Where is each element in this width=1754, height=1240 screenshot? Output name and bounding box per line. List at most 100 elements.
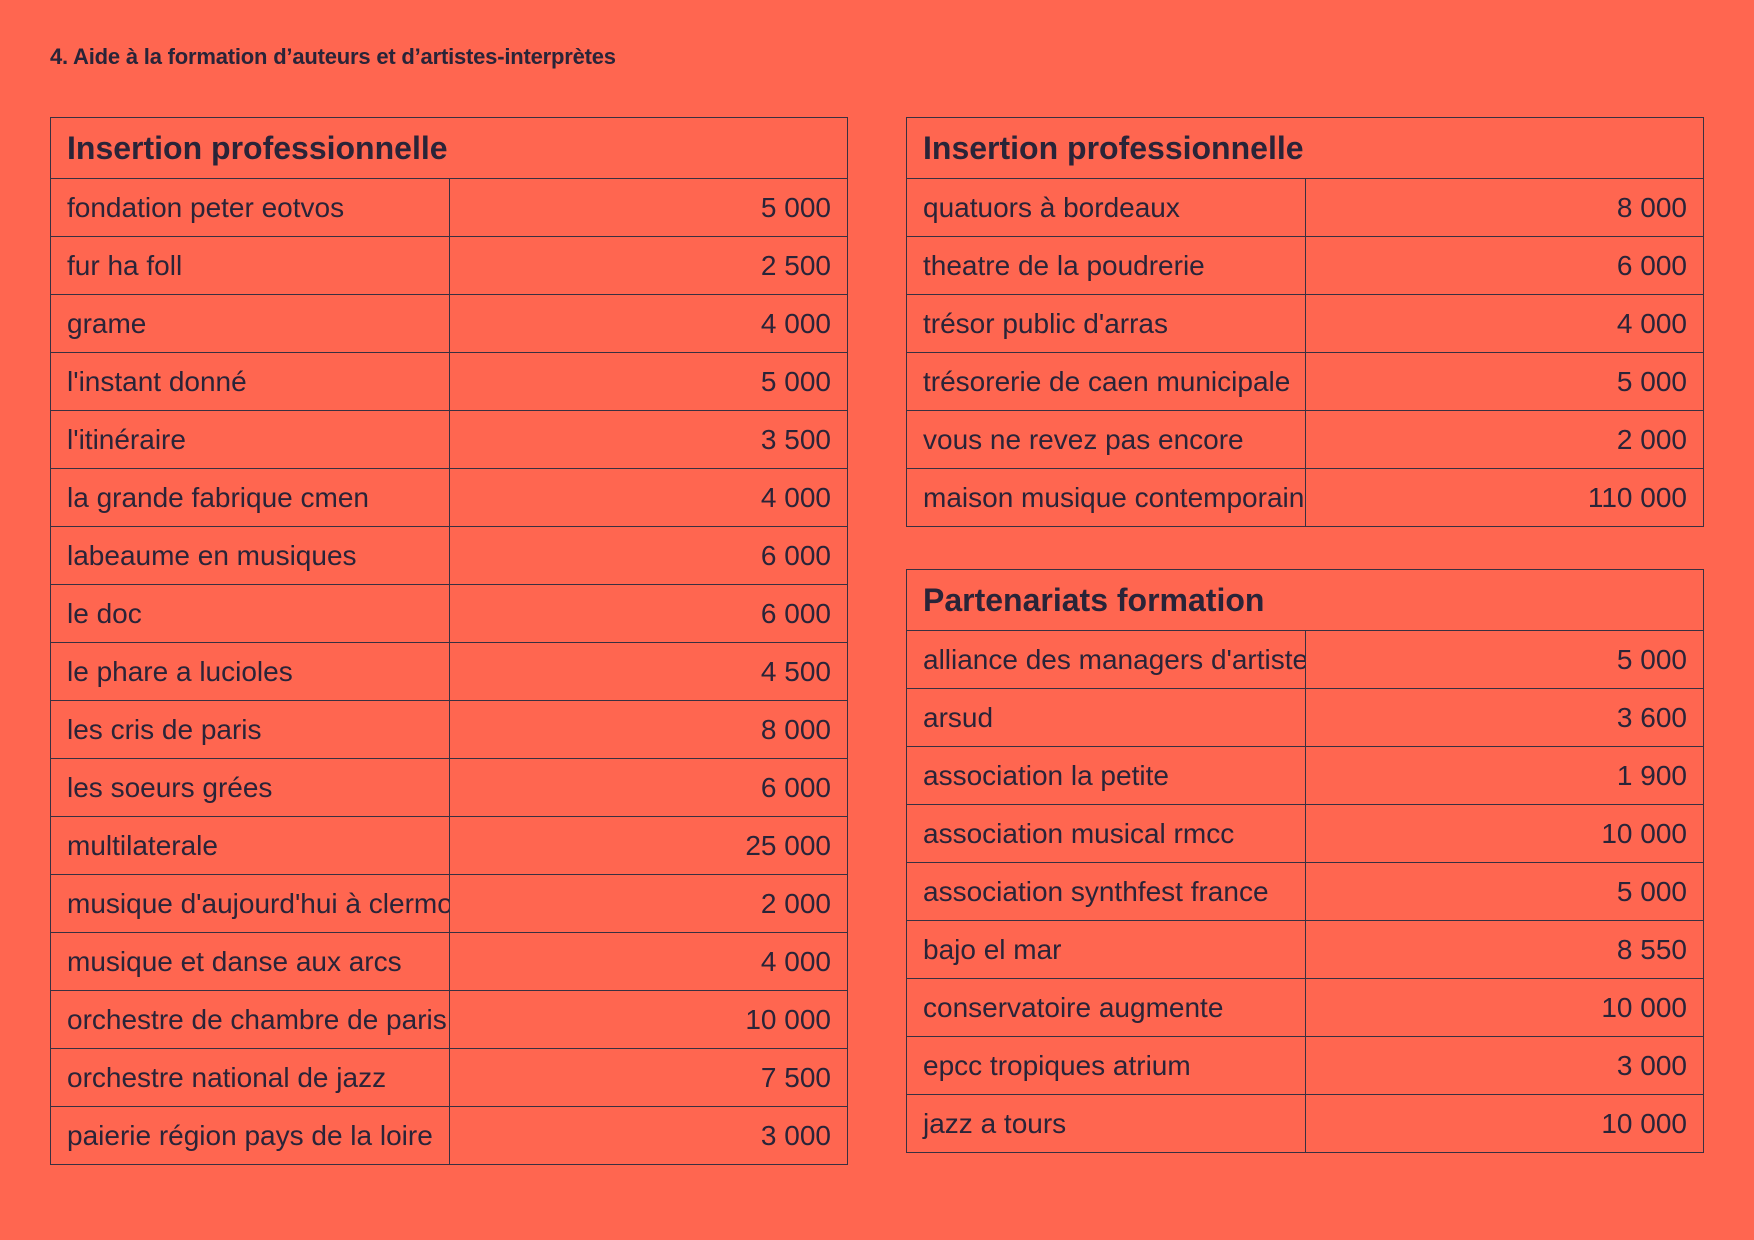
recipient-name: la grande fabrique cmen bbox=[50, 468, 450, 527]
table-row: fur ha foll 2 500 bbox=[50, 236, 848, 295]
recipient-name: maison musique contemporaine bbox=[906, 468, 1306, 527]
recipient-name: vous ne revez pas encore bbox=[906, 410, 1306, 469]
table-row: arsud 3 600 bbox=[906, 688, 1704, 747]
table-row: association musical rmcc 10 000 bbox=[906, 804, 1704, 863]
recipient-name: l'instant donné bbox=[50, 352, 450, 411]
table-row: maison musique contemporaine 110 000 bbox=[906, 468, 1704, 527]
page-title: 4. Aide à la formation d’auteurs et d’ar… bbox=[50, 44, 616, 69]
recipient-name: musique et danse aux arcs bbox=[50, 932, 450, 991]
table-row: l'itinéraire 3 500 bbox=[50, 410, 848, 469]
table-row: musique et danse aux arcs 4 000 bbox=[50, 932, 848, 991]
recipient-name: association synthfest france bbox=[906, 862, 1306, 921]
table-row: orchestre national de jazz 7 500 bbox=[50, 1048, 848, 1107]
recipient-name: orchestre national de jazz bbox=[50, 1048, 450, 1107]
table-row: le doc 6 000 bbox=[50, 584, 848, 643]
amount-value: 5 000 bbox=[1304, 630, 1704, 689]
recipient-name: fondation peter eotvos bbox=[50, 178, 450, 237]
table-row: association synthfest france 5 000 bbox=[906, 862, 1704, 921]
recipient-name: l'itinéraire bbox=[50, 410, 450, 469]
table-title: Insertion professionnelle bbox=[906, 117, 1704, 179]
recipient-name: labeaume en musiques bbox=[50, 526, 450, 585]
amount-value: 7 500 bbox=[448, 1048, 848, 1107]
recipient-name: arsud bbox=[906, 688, 1306, 747]
amount-value: 4 000 bbox=[448, 294, 848, 353]
amount-value: 10 000 bbox=[448, 990, 848, 1049]
amount-value: 8 000 bbox=[1304, 178, 1704, 237]
amount-value: 3 500 bbox=[448, 410, 848, 469]
table-row: grame 4 000 bbox=[50, 294, 848, 353]
recipient-name: multilaterale bbox=[50, 816, 450, 875]
recipient-name: grame bbox=[50, 294, 450, 353]
table-row: jazz a tours 10 000 bbox=[906, 1094, 1704, 1153]
table-partenariats-formation: Partenariats formation alliance des mana… bbox=[906, 569, 1704, 1153]
table-row: conservatoire augmente 10 000 bbox=[906, 978, 1704, 1037]
recipient-name: le phare a lucioles bbox=[50, 642, 450, 701]
table-row: la grande fabrique cmen 4 000 bbox=[50, 468, 848, 527]
table-title: Partenariats formation bbox=[906, 569, 1704, 631]
table-row: trésor public d'arras 4 000 bbox=[906, 294, 1704, 353]
recipient-name: epcc tropiques atrium bbox=[906, 1036, 1306, 1095]
recipient-name: le doc bbox=[50, 584, 450, 643]
recipient-name: les soeurs grées bbox=[50, 758, 450, 817]
amount-value: 6 000 bbox=[1304, 236, 1704, 295]
amount-value: 3 600 bbox=[1304, 688, 1704, 747]
recipient-name: trésorerie de caen municipale bbox=[906, 352, 1306, 411]
amount-value: 6 000 bbox=[448, 526, 848, 585]
amount-value: 2 000 bbox=[1304, 410, 1704, 469]
recipient-name: bajo el mar bbox=[906, 920, 1306, 979]
recipient-name: alliance des managers d'artiste bbox=[906, 630, 1306, 689]
amount-value: 4 500 bbox=[448, 642, 848, 701]
recipient-name: quatuors à bordeaux bbox=[906, 178, 1306, 237]
amount-value: 4 000 bbox=[1304, 294, 1704, 353]
table-row: musique d'aujourd'hui à clermo 2 000 bbox=[50, 874, 848, 933]
amount-value: 2 000 bbox=[448, 874, 848, 933]
recipient-name: conservatoire augmente bbox=[906, 978, 1306, 1037]
table-row: orchestre de chambre de paris 10 000 bbox=[50, 990, 848, 1049]
amount-value: 4 000 bbox=[448, 468, 848, 527]
recipient-name: association musical rmcc bbox=[906, 804, 1306, 863]
amount-value: 25 000 bbox=[448, 816, 848, 875]
amount-value: 3 000 bbox=[448, 1106, 848, 1165]
amount-value: 2 500 bbox=[448, 236, 848, 295]
table-row: alliance des managers d'artiste 5 000 bbox=[906, 630, 1704, 689]
table-row: fondation peter eotvos 5 000 bbox=[50, 178, 848, 237]
table-row: le phare a lucioles 4 500 bbox=[50, 642, 848, 701]
table-row: quatuors à bordeaux 8 000 bbox=[906, 178, 1704, 237]
table-row: les soeurs grées 6 000 bbox=[50, 758, 848, 817]
table-row: epcc tropiques atrium 3 000 bbox=[906, 1036, 1704, 1095]
recipient-name: musique d'aujourd'hui à clermo bbox=[50, 874, 450, 933]
recipient-name: theatre de la poudrerie bbox=[906, 236, 1306, 295]
amount-value: 4 000 bbox=[448, 932, 848, 991]
amount-value: 1 900 bbox=[1304, 746, 1704, 805]
amount-value: 6 000 bbox=[448, 584, 848, 643]
amount-value: 8 000 bbox=[448, 700, 848, 759]
recipient-name: paierie région pays de la loire bbox=[50, 1106, 450, 1165]
amount-value: 8 550 bbox=[1304, 920, 1704, 979]
amount-value: 10 000 bbox=[1304, 978, 1704, 1037]
table-row: paierie région pays de la loire 3 000 bbox=[50, 1106, 848, 1165]
recipient-name: trésor public d'arras bbox=[906, 294, 1306, 353]
recipient-name: fur ha foll bbox=[50, 236, 450, 295]
table-title: Insertion professionnelle bbox=[50, 117, 848, 179]
table-row: association la petite 1 900 bbox=[906, 746, 1704, 805]
table-row: multilaterale 25 000 bbox=[50, 816, 848, 875]
amount-value: 5 000 bbox=[1304, 352, 1704, 411]
table-row: l'instant donné 5 000 bbox=[50, 352, 848, 411]
table-row: labeaume en musiques 6 000 bbox=[50, 526, 848, 585]
recipient-name: association la petite bbox=[906, 746, 1306, 805]
amount-value: 10 000 bbox=[1304, 804, 1704, 863]
table-row: trésorerie de caen municipale 5 000 bbox=[906, 352, 1704, 411]
recipient-name: jazz a tours bbox=[906, 1094, 1306, 1153]
amount-value: 10 000 bbox=[1304, 1094, 1704, 1153]
table-insertion-professionnelle-left: Insertion professionnelle fondation pete… bbox=[50, 117, 848, 1165]
table-row: les cris de paris 8 000 bbox=[50, 700, 848, 759]
amount-value: 5 000 bbox=[448, 352, 848, 411]
amount-value: 6 000 bbox=[448, 758, 848, 817]
amount-value: 110 000 bbox=[1304, 468, 1704, 527]
table-insertion-professionnelle-right: Insertion professionnelle quatuors à bor… bbox=[906, 117, 1704, 527]
amount-value: 3 000 bbox=[1304, 1036, 1704, 1095]
recipient-name: orchestre de chambre de paris bbox=[50, 990, 450, 1049]
table-row: bajo el mar 8 550 bbox=[906, 920, 1704, 979]
amount-value: 5 000 bbox=[1304, 862, 1704, 921]
recipient-name: les cris de paris bbox=[50, 700, 450, 759]
